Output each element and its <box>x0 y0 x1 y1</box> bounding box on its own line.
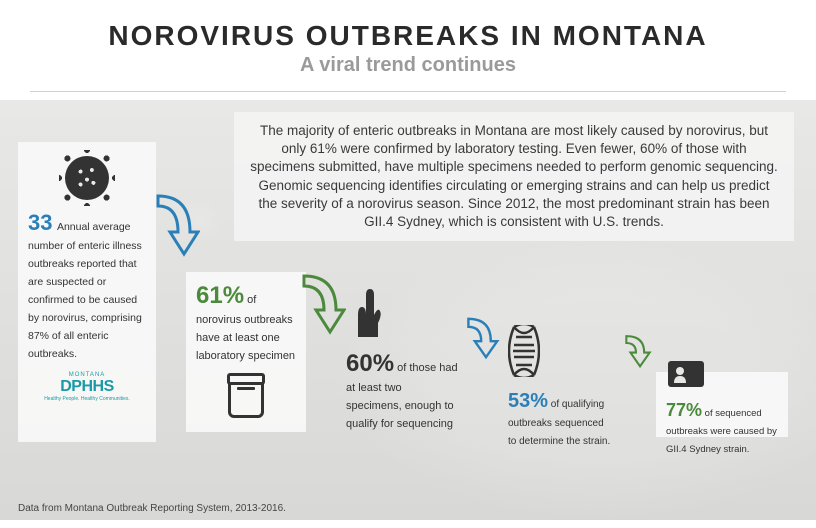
stat-value-row: 60% of those had at least two specimens,… <box>346 350 458 432</box>
intro-text: The majority of enteric outbreaks in Mon… <box>234 112 794 241</box>
divider <box>30 91 786 92</box>
stat-box-annual: 33 Annual average number of enteric illn… <box>18 142 156 442</box>
specimen-cup-icon <box>228 378 264 418</box>
stat-box-77: 77% of sequenced outbreaks were caused b… <box>656 372 788 437</box>
stat-value-row: 33 Annual average number of enteric illn… <box>28 210 146 362</box>
dna-icon <box>508 325 540 377</box>
stat-box-61: 61% of norovirus outbreaks have at least… <box>186 272 306 432</box>
stat-value-row: 77% of sequenced outbreaks were caused b… <box>666 400 778 457</box>
two-fingers-icon <box>346 285 386 337</box>
data-source: Data from Montana Outbreak Reporting Sys… <box>18 503 286 514</box>
stat-value-77: 77% <box>666 400 702 420</box>
stat-value-row: 53% of qualifying outbreaks sequenced to… <box>508 390 614 449</box>
page-title: NOROVIRUS OUTBREAKS IN MONTANA <box>30 20 786 52</box>
logo-main: DPHHS <box>28 378 146 396</box>
stat-value-33: 33 <box>28 210 52 235</box>
logo-sub: Healthy People. Healthy Communities. <box>28 396 146 402</box>
main-content: The majority of enteric outbreaks in Mon… <box>0 100 816 520</box>
stat-value-61: 61% <box>196 282 244 309</box>
stat-value-53: 53% <box>508 390 548 412</box>
stat-box-60: 60% of those had at least two specimens,… <box>336 322 468 432</box>
virus-icon <box>65 156 109 200</box>
page-subtitle: A viral trend continues <box>30 54 786 77</box>
stat-value-row: 61% of norovirus outbreaks have at least… <box>196 282 296 364</box>
arrow-icon-1 <box>150 190 200 260</box>
dphhs-logo: MONTANA DPHHS Healthy People. Healthy Co… <box>28 372 146 402</box>
stat-text-33: Annual average number of enteric illness… <box>28 221 142 360</box>
stat-box-53: 53% of qualifying outbreaks sequenced to… <box>498 362 624 437</box>
header: NOROVIRUS OUTBREAKS IN MONTANA A viral t… <box>0 0 816 87</box>
arrow-icon-4 <box>618 332 658 380</box>
stat-value-60: 60% <box>346 350 394 377</box>
contact-card-icon <box>666 357 706 389</box>
